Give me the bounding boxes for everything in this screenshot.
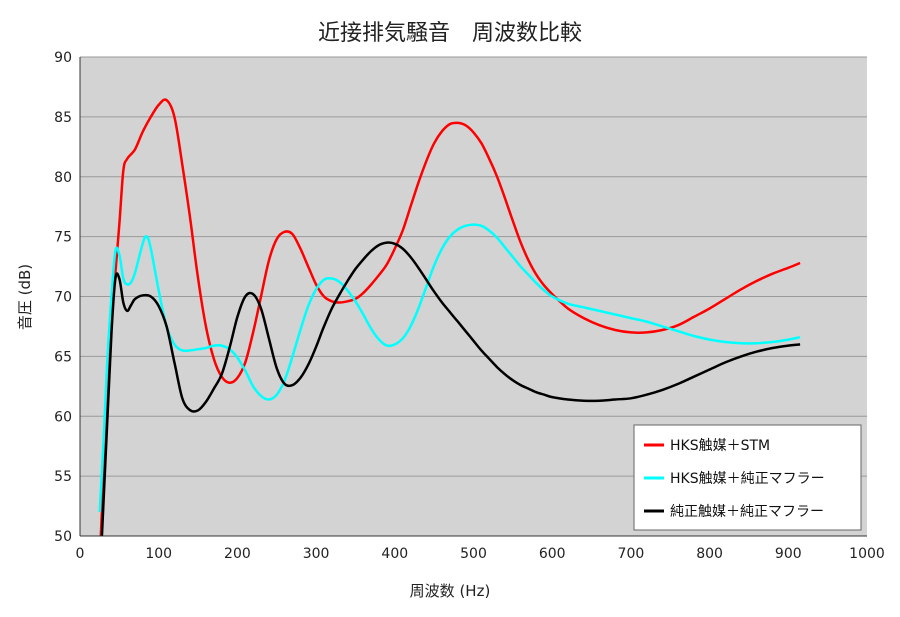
x-tick-label: 700: [618, 546, 645, 562]
series-line-2: [98, 223, 801, 513]
x-tick-label: 1000: [849, 546, 885, 562]
x-tick-label: 900: [775, 546, 802, 562]
legend-entry: HKS触媒＋純正マフラー: [670, 471, 825, 487]
series-line-1: [99, 98, 801, 536]
y-tick-label: 90: [54, 50, 72, 66]
x-tick-label: 300: [303, 546, 330, 562]
y-tick-label: 65: [54, 349, 72, 365]
x-tick-label: 400: [381, 546, 408, 562]
y-tick-label: 55: [54, 469, 72, 485]
x-tick-label: 800: [696, 546, 723, 562]
x-tick-label: 600: [539, 546, 566, 562]
y-tick-label: 80: [54, 170, 72, 186]
y-tick-label: 85: [54, 110, 72, 126]
x-tick-label: 200: [224, 546, 251, 562]
x-tick-label: 500: [460, 546, 487, 562]
y-axis-title: 音圧 (dB): [16, 264, 34, 330]
y-tick-label: 75: [54, 230, 72, 246]
x-tick-label: 0: [76, 546, 85, 562]
y-tick-label: 60: [54, 409, 72, 425]
chart-title: 近接排気騒音 周波数比較: [318, 21, 582, 46]
series-line-3: [100, 241, 801, 536]
x-axis-title: 周波数 (Hz): [410, 582, 491, 600]
legend-entry: HKS触媒＋STM: [670, 438, 770, 454]
axes: [79, 57, 867, 537]
y-tick-label: 50: [54, 529, 72, 545]
legend-entry: 純正触媒＋純正マフラー: [670, 504, 824, 520]
x-tick-label: 100: [145, 546, 172, 562]
y-tick-label: 70: [54, 290, 72, 306]
series-layer: [98, 98, 801, 536]
legend-box: [633, 424, 862, 531]
